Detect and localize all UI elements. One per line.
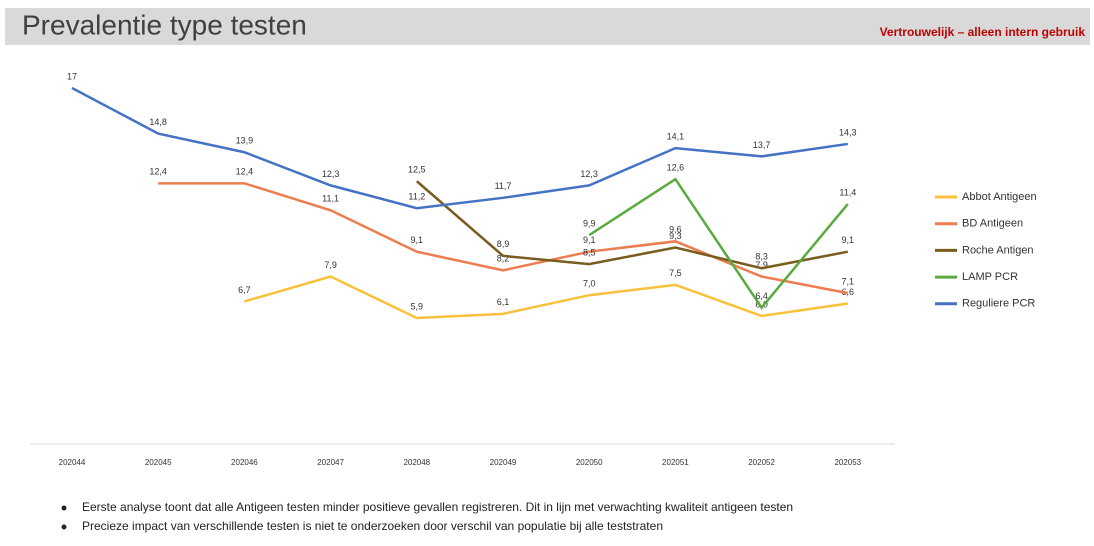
legend-label: Reguliere PCR	[962, 298, 1035, 310]
data-label: 6,7	[238, 285, 251, 295]
x-tick-label: 202050	[576, 458, 603, 467]
data-label: 9,1	[583, 235, 596, 245]
data-label: 14,3	[839, 127, 857, 137]
series-line	[588, 177, 849, 310]
legend-label: LAMP PCR	[962, 271, 1018, 283]
data-label: 12,5	[408, 165, 426, 175]
x-tick-label: 202053	[834, 458, 861, 467]
x-tick-label: 202044	[59, 458, 86, 467]
data-label: 8,3	[755, 252, 768, 262]
x-tick-label: 202052	[748, 458, 775, 467]
data-label: 12,6	[667, 163, 685, 173]
data-label: 7,1	[842, 277, 855, 287]
slide-title: Prevalentie type testen	[22, 9, 307, 40]
x-tick-label: 202049	[490, 458, 517, 467]
legend-label: BD Antigeen	[962, 218, 1023, 230]
series-line	[244, 275, 848, 320]
x-tick-label: 202046	[231, 458, 258, 467]
bullet	[61, 505, 67, 511]
x-tick-label: 202051	[662, 458, 689, 467]
x-tick-label: 202045	[145, 458, 172, 467]
data-label: 7,9	[755, 260, 768, 270]
data-label: 14,8	[149, 117, 167, 127]
data-label: 7,5	[669, 268, 682, 278]
data-label: 8,9	[497, 239, 510, 249]
x-tick-label: 202048	[403, 458, 430, 467]
header-bar	[5, 8, 1090, 45]
series-line	[415, 180, 849, 270]
data-label: 6,1	[497, 297, 510, 307]
data-label: 6,0	[755, 299, 768, 309]
data-label: 17	[67, 71, 77, 81]
data-label: 14,1	[667, 131, 685, 141]
data-label: 11,1	[322, 194, 339, 204]
data-label: 9,3	[669, 231, 682, 241]
legend-label: Roche Antigen	[962, 244, 1034, 256]
data-label: 11,4	[839, 187, 856, 197]
data-label: 5,9	[411, 301, 424, 311]
data-label: 6,4	[755, 291, 768, 301]
data-label: 9,1	[411, 235, 424, 245]
data-label: 7,0	[583, 279, 596, 289]
data-label: 9,9	[583, 218, 596, 228]
bullet	[61, 524, 67, 530]
data-label: 12,4	[236, 167, 254, 177]
x-tick-label: 202047	[317, 458, 344, 467]
data-label: 12,3	[580, 169, 598, 179]
legend-label: Abbot Antigeen	[962, 191, 1037, 203]
data-label: 8,5	[583, 248, 596, 258]
data-label: 13,9	[236, 136, 254, 146]
data-label: 7,9	[324, 260, 337, 270]
series-line	[71, 86, 848, 210]
bullet-text: Eerste analyse toont dat alle Antigeen t…	[82, 500, 793, 514]
data-label: 11,7	[495, 181, 512, 191]
data-label: 12,3	[322, 169, 340, 179]
bullet-text: Precieze impact van verschillende testen…	[82, 519, 663, 533]
data-label: 8,2	[497, 254, 510, 264]
data-label: 9,6	[669, 225, 682, 235]
data-label: 13,7	[753, 140, 771, 150]
data-label: 12,4	[149, 167, 167, 177]
data-label: 11,2	[408, 192, 425, 202]
data-label: 9,1	[842, 235, 855, 245]
confidential-note: Vertrouwelijk – alleen intern gebruik	[880, 25, 1086, 39]
